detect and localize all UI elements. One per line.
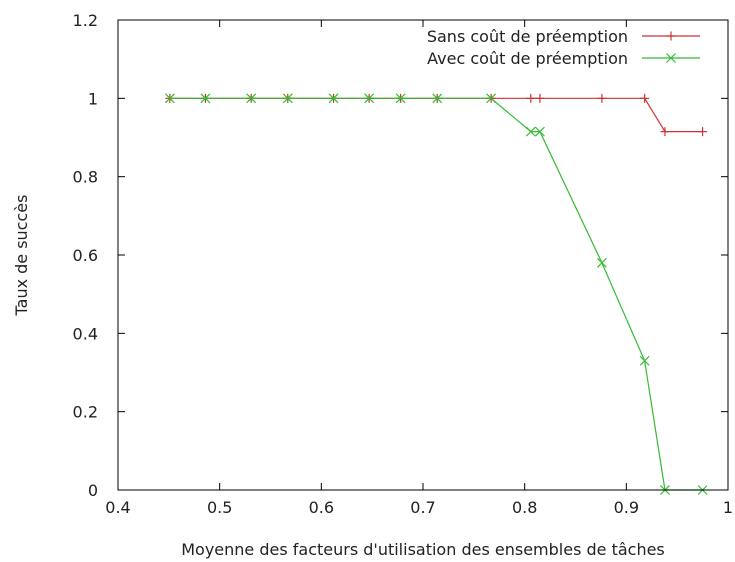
data-point (597, 257, 607, 268)
x-tick-label: 0.8 (512, 498, 537, 517)
data-point (282, 93, 293, 104)
y-tick-label: 0 (88, 481, 98, 500)
x-axis-label: Moyenne des facteurs d'utilisation des e… (181, 540, 665, 559)
data-point (698, 127, 708, 137)
legend-label: Avec coût de préemption (427, 49, 628, 68)
tick-labels: 0.4 0.5 0.6 0.7 0.8 0.9 1 0 0.2 0.4 0.6 0.8 1 1.2 (73, 11, 734, 517)
data-point (535, 93, 545, 103)
series-2 (164, 93, 708, 495)
data-point (395, 93, 406, 104)
data-point (597, 93, 607, 103)
data-point (486, 93, 497, 104)
data-point (164, 93, 175, 104)
data-point (432, 93, 443, 104)
y-axis-label: Taux de succès (12, 195, 31, 317)
data-point (246, 93, 257, 104)
series-layer (164, 93, 708, 495)
axis-ticks (117, 19, 729, 491)
data-point (534, 126, 545, 137)
data-point (328, 93, 339, 104)
data-point (526, 93, 536, 103)
data-point (200, 93, 211, 104)
x-tick-label: 0.4 (105, 498, 130, 517)
x-tick-label: 0.9 (614, 498, 639, 517)
legend-item: Sans coût de préemption (427, 27, 700, 46)
legend-label: Sans coût de préemption (427, 27, 628, 46)
data-point (666, 31, 676, 41)
series-line (169, 97, 703, 491)
x-tick-label: 1 (723, 498, 733, 517)
y-tick-label: 1 (88, 89, 98, 108)
series-line (169, 97, 703, 133)
y-tick-label: 0.6 (73, 246, 98, 265)
data-point (660, 127, 670, 137)
data-point (666, 53, 676, 63)
y-tick-label: 0.4 (73, 324, 98, 343)
y-tick-label: 1.2 (73, 11, 98, 30)
data-point (640, 93, 650, 103)
data-point (525, 126, 536, 137)
plot-frame (117, 19, 729, 491)
legend: Sans coût de préemption Avec coût de prée… (427, 27, 700, 68)
data-point (639, 355, 650, 366)
x-tick-label: 0.6 (309, 498, 334, 517)
y-tick-label: 0.2 (73, 403, 98, 422)
x-tick-label: 0.7 (410, 498, 435, 517)
x-tick-label: 0.5 (207, 498, 232, 517)
y-tick-label: 0.8 (73, 168, 98, 187)
data-point (364, 93, 375, 104)
legend-item: Avec coût de préemption (427, 49, 700, 68)
